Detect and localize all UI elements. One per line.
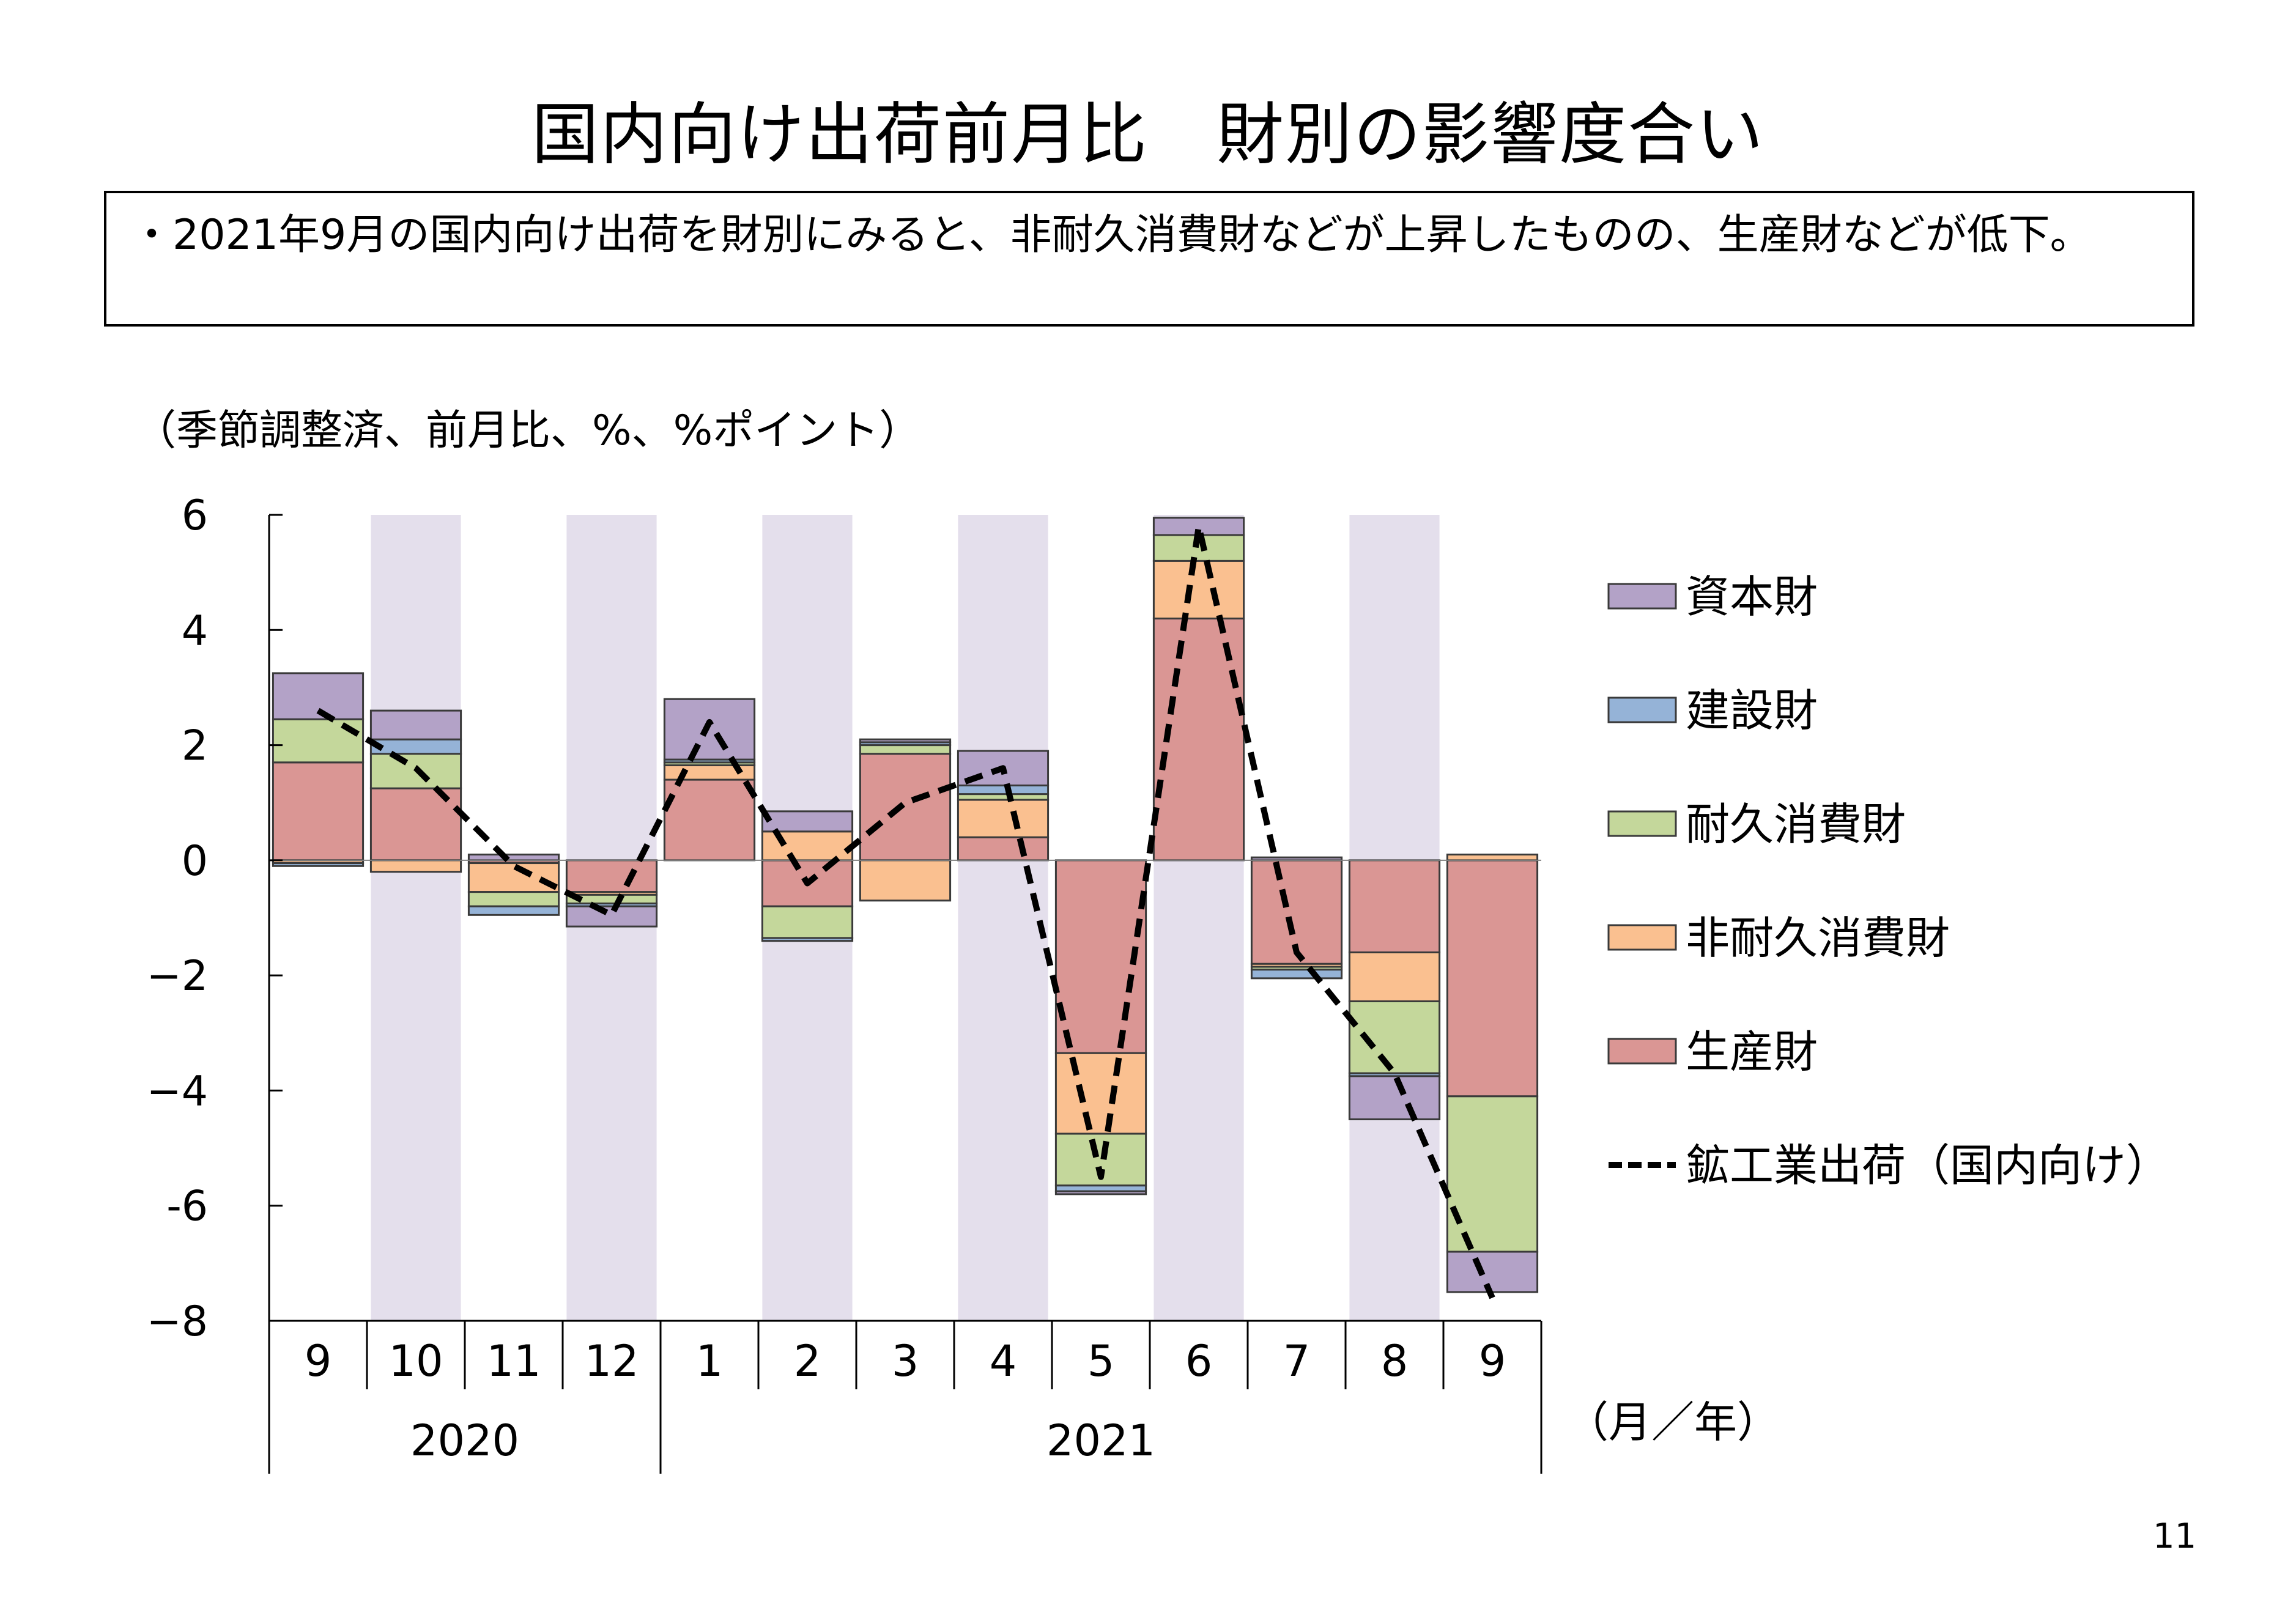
- bar-segment: [467, 862, 560, 893]
- x-unit-label: （月／年）: [1566, 1397, 1780, 1447]
- shade-band: [371, 515, 461, 1321]
- x-tick-label: 6: [1185, 1336, 1213, 1386]
- bar-segment: [761, 810, 854, 833]
- bar-segment: [1054, 859, 1147, 1054]
- bar-segment: [1152, 560, 1245, 619]
- x-tick-label: 8: [1381, 1336, 1409, 1386]
- x-tick-label: 9: [305, 1336, 332, 1386]
- bar-segment: [1446, 853, 1539, 862]
- legend-swatch: [1607, 583, 1677, 610]
- legend-label: 鉱工業出荷（国内向け）: [1686, 1140, 2170, 1191]
- legend-label: 非耐久消費財: [1686, 912, 1950, 964]
- legend-swatch: [1607, 1038, 1677, 1065]
- bar-segment: [1348, 1075, 1441, 1120]
- x-tick-label: 10: [388, 1336, 443, 1386]
- bar-segment: [1348, 951, 1441, 1003]
- bar-segment: [1446, 1250, 1539, 1293]
- y-tick-label: −2: [147, 952, 208, 1000]
- bar-segment: [1446, 859, 1539, 1098]
- bar-segment: [369, 738, 462, 755]
- bar-segment: [859, 738, 952, 744]
- bar-segment: [1054, 1052, 1147, 1135]
- bar-segment: [859, 859, 952, 902]
- y-tick-label: 4: [182, 607, 208, 655]
- line-layer: [316, 523, 1495, 1299]
- page-number: 11: [2153, 1516, 2197, 1556]
- summary-box: ・2021年9月の国内向け出荷を財別にみると、非耐久消費財などが上昇したものの、…: [104, 191, 2194, 327]
- x-tick-label: 2: [794, 1336, 821, 1386]
- legend-label: 耐久消費財: [1686, 799, 1906, 850]
- legend-label: 資本財: [1686, 571, 1818, 622]
- x-tick-label: 11: [486, 1336, 541, 1386]
- bar-segment: [1348, 859, 1441, 953]
- x-tick-label: 7: [1283, 1336, 1311, 1386]
- unit-note: （季節調整済、前月比、%、%ポイント）: [135, 407, 921, 455]
- bar-segment: [761, 905, 854, 939]
- legend-swatch: [1607, 810, 1677, 837]
- y-tick-label: 6: [182, 492, 208, 540]
- bar-segment: [663, 778, 756, 862]
- bar-segment: [957, 799, 1050, 838]
- bar-segment: [957, 784, 1050, 796]
- bar-segment: [1250, 969, 1343, 980]
- legend-label: 生産財: [1686, 1026, 1818, 1077]
- bar-segment: [467, 905, 560, 916]
- bar-segment: [467, 891, 560, 907]
- bar-segment: [663, 698, 756, 761]
- y-tick-label: −8: [147, 1298, 208, 1346]
- x-tick-label: 9: [1479, 1336, 1506, 1386]
- bar-segment: [859, 753, 952, 862]
- bar-segment: [761, 937, 854, 942]
- bar-segment: [957, 836, 1050, 862]
- legend-swatch: [1607, 696, 1677, 723]
- bar-segment: [272, 761, 365, 862]
- bar-segment: [1054, 1190, 1147, 1195]
- x-tick-label: 3: [892, 1336, 919, 1386]
- bar-segment: [1054, 1132, 1147, 1187]
- page-title: 国内向け出荷前月比 財別の影響度合い: [531, 95, 1765, 174]
- x-tick-label: 4: [990, 1336, 1017, 1386]
- bar-segment: [1446, 1095, 1539, 1253]
- x-tick-label: 12: [584, 1336, 639, 1386]
- y-tick-label: 2: [182, 722, 208, 770]
- x-tick-label: 1: [696, 1336, 724, 1386]
- bar-segment: [467, 853, 560, 862]
- legend-swatch: [1607, 924, 1677, 951]
- shade-band: [958, 515, 1048, 1321]
- y-tick-label: 0: [182, 837, 208, 885]
- summary-text: ・2021年9月の国内向け出荷を財別にみると、非耐久消費財などが上昇したものの、…: [131, 211, 2092, 259]
- bar-layer: [272, 517, 1539, 1293]
- bar-segment: [565, 859, 658, 893]
- bar-segment: [369, 859, 462, 873]
- bar-segment: [272, 862, 365, 867]
- total-line: [316, 523, 1495, 1299]
- bar-segment: [369, 709, 462, 741]
- y-tick-label: -6: [166, 1183, 208, 1231]
- bar-segment: [859, 744, 952, 755]
- x-tick-label: 5: [1087, 1336, 1115, 1386]
- year-label: 2020: [410, 1416, 519, 1466]
- year-label: 2021: [1046, 1416, 1155, 1466]
- legend-label: 建設財: [1686, 685, 1818, 736]
- y-tick-label: −4: [147, 1067, 208, 1115]
